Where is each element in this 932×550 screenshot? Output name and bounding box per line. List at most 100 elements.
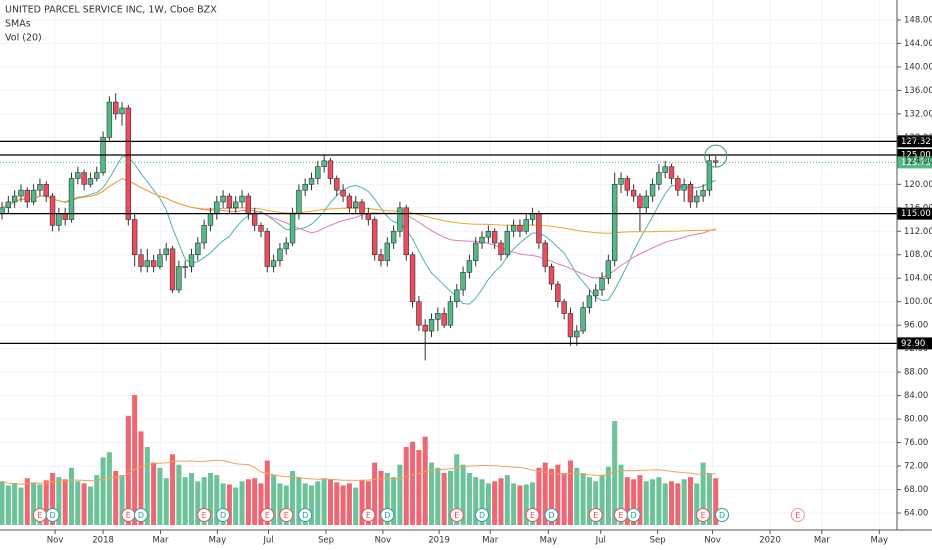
candle-body — [409, 254, 416, 303]
candle-body — [270, 260, 277, 267]
volume-ma — [1, 459, 716, 485]
volume-bar — [650, 479, 656, 525]
candle-body — [529, 213, 536, 220]
candle-body — [157, 254, 163, 267]
candle-body — [441, 313, 447, 326]
event-marker — [45, 508, 60, 522]
candle-body — [195, 242, 201, 256]
chart-title: UNITED PARCEL SERVICE INC, 1W, Cboe BZX — [5, 5, 217, 16]
volume-bar — [245, 479, 251, 525]
candle-body — [37, 184, 43, 191]
volume-bar — [681, 479, 687, 525]
event-label: E — [366, 511, 371, 520]
volume-bar — [586, 477, 592, 525]
volume-bar — [447, 470, 453, 525]
sma-line — [1, 178, 716, 234]
volume-bar — [599, 475, 605, 525]
candle-body — [302, 184, 308, 191]
event-marker — [544, 508, 559, 522]
volume-bar — [75, 481, 81, 525]
volume-bar — [0, 481, 5, 525]
candle-body — [491, 230, 498, 244]
volume-bar — [353, 487, 359, 525]
volume-bar — [706, 473, 712, 525]
candle-body — [188, 254, 195, 267]
candle-body — [56, 213, 62, 226]
y-tick-label: 148.00 — [904, 15, 932, 25]
candle-body — [308, 178, 315, 185]
candle-body — [618, 178, 624, 185]
x-tick-label: 2019 — [428, 536, 450, 546]
volume-bar — [372, 462, 378, 525]
event-label: E — [265, 511, 270, 520]
candle-body — [700, 189, 706, 197]
y-tick-label: 72.00 — [904, 462, 928, 472]
x-tick-label: May — [540, 536, 558, 546]
candle-body — [662, 166, 668, 173]
volume-bar — [182, 477, 188, 525]
event-label: E — [795, 511, 800, 520]
volume-bar — [574, 467, 580, 525]
y-tick-label: 136.00 — [904, 86, 932, 96]
candle-body — [384, 242, 390, 261]
volume-bar — [50, 473, 56, 525]
event-marker — [133, 508, 148, 522]
candle-body — [163, 248, 169, 256]
volume-bar — [485, 483, 491, 525]
candle-body — [574, 330, 580, 338]
volume-bar — [637, 475, 643, 525]
candle-body — [681, 184, 687, 191]
candle-body — [567, 313, 574, 338]
candle-body — [479, 236, 485, 244]
candle-body — [264, 230, 270, 267]
volume-bar — [106, 452, 112, 525]
candle-body — [593, 289, 599, 297]
candle-body — [327, 160, 334, 179]
x-tick-label: May — [871, 536, 889, 546]
y-tick-label: 96.00 — [904, 321, 928, 331]
candle-body — [611, 184, 618, 261]
event-label: D — [302, 511, 308, 520]
event-marker — [279, 508, 294, 522]
volume-bar — [593, 481, 599, 525]
candle-body — [687, 184, 694, 203]
sma-line — [1, 156, 716, 305]
level-tag — [897, 337, 932, 350]
candle-body — [435, 313, 441, 320]
volume-bar — [340, 485, 346, 525]
event-label: E — [618, 511, 623, 520]
candle-body — [226, 195, 233, 209]
candle-body — [18, 189, 24, 197]
candle-body — [5, 201, 12, 209]
volume-bar — [37, 484, 43, 525]
event-marker — [260, 508, 275, 522]
y-tick-label: 108.00 — [904, 250, 932, 260]
volume-bar — [454, 454, 460, 525]
volume-pane — [0, 395, 719, 525]
candle-body — [473, 242, 479, 261]
x-tick-label: Mar — [153, 536, 170, 546]
candle-body — [43, 184, 49, 197]
candle-body — [334, 178, 340, 191]
volume-bar — [359, 480, 365, 525]
x-tick-label: Jul — [262, 536, 273, 546]
candle-body — [220, 195, 226, 203]
candle-body — [542, 242, 548, 267]
volume-bar — [428, 462, 435, 525]
candle-body — [548, 266, 555, 285]
volume-bar — [195, 481, 201, 525]
volume-bar — [308, 485, 315, 525]
volume-bar — [675, 483, 681, 525]
candle-body — [239, 195, 245, 203]
volume-bar — [346, 483, 352, 525]
candle-body — [62, 213, 68, 220]
event-label: E — [202, 511, 207, 520]
volume-bar — [87, 486, 93, 525]
volume-bar — [643, 481, 649, 525]
candle-body — [466, 260, 473, 273]
candle-body — [207, 213, 214, 226]
event-label: D — [719, 511, 725, 520]
volume-bar — [31, 482, 37, 525]
volume-bar — [239, 481, 245, 525]
